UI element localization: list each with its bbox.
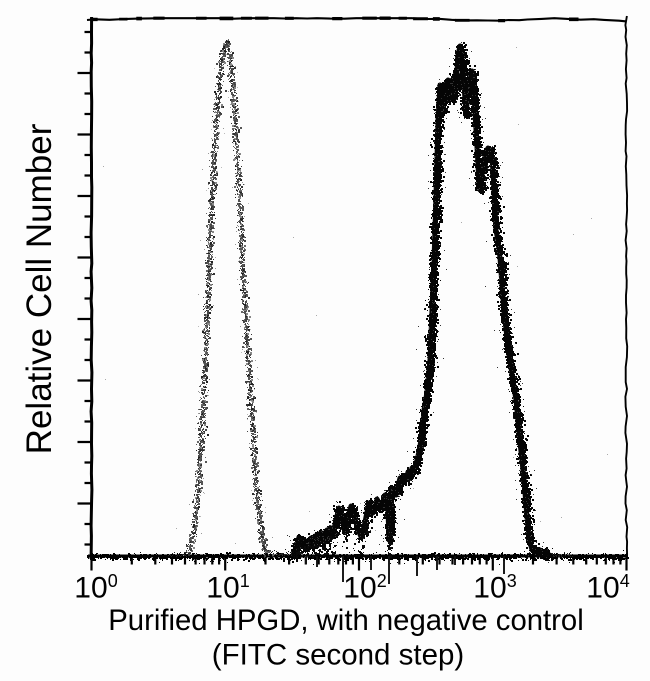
svg-text:10: 10 [586, 572, 619, 605]
svg-text:10: 10 [343, 572, 376, 605]
svg-text:1: 1 [240, 571, 250, 591]
svg-text:10: 10 [74, 572, 107, 605]
svg-text:Purified HPGD, with negative c: Purified HPGD, with negative control [108, 604, 583, 637]
svg-text:10: 10 [206, 572, 239, 605]
svg-text:2: 2 [377, 571, 387, 591]
svg-text:10: 10 [473, 572, 506, 605]
svg-text:0: 0 [108, 571, 118, 591]
svg-text:Relative Cell Number: Relative Cell Number [20, 123, 59, 454]
svg-text:(FITC second step): (FITC second step) [212, 639, 464, 672]
svg-text:3: 3 [507, 571, 517, 591]
svg-text:4: 4 [620, 571, 630, 591]
